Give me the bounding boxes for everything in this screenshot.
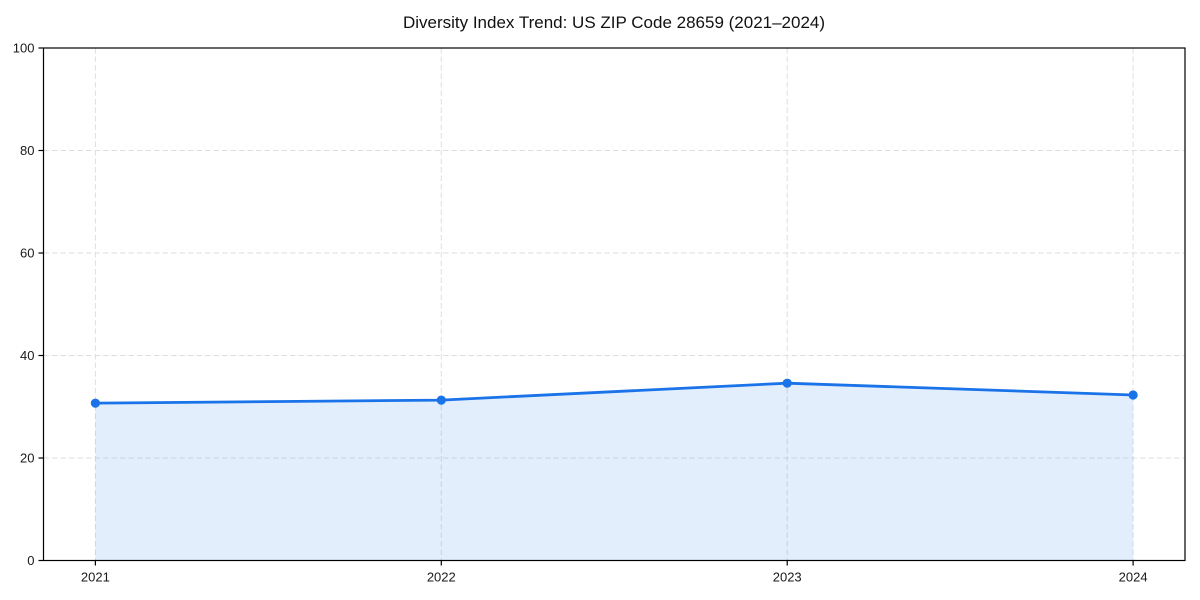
y-tick-label-100: 100 (13, 41, 35, 56)
x-tick-label-2022: 2022 (427, 570, 456, 585)
data-point-2022 (436, 395, 446, 405)
area-fill (95, 383, 1134, 561)
y-tick-label-40: 40 (20, 348, 34, 363)
chart-title: Diversity Index Trend: US ZIP Code 28659… (402, 13, 826, 32)
y-tick-label-60: 60 (20, 246, 34, 261)
plot-border (42, 47, 1186, 562)
data-point-2021 (90, 398, 100, 408)
x-tick-label-2023: 2023 (773, 570, 802, 585)
y-tick-label-80: 80 (20, 143, 34, 158)
y-tick-label-0: 0 (27, 553, 34, 568)
y-tick-label-20: 20 (20, 451, 34, 466)
trend-line (93, 381, 1135, 405)
data-point-2023 (782, 378, 792, 388)
x-tick-label-2024: 2024 (1119, 570, 1148, 585)
data-point-2024 (1128, 390, 1138, 400)
x-tick-label-2021: 2021 (81, 570, 110, 585)
